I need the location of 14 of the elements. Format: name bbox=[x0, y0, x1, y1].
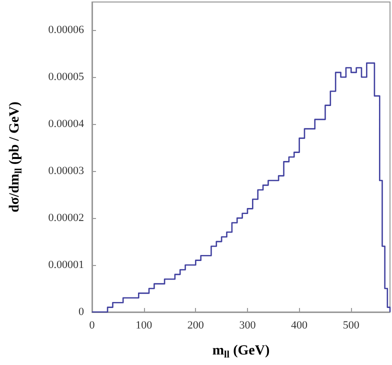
x-tick-label: 300 bbox=[239, 320, 256, 332]
x-tick-label: 400 bbox=[291, 320, 308, 332]
y-tick-label: 0.00004 bbox=[48, 118, 84, 130]
y-tick-label: 0 bbox=[78, 306, 84, 318]
x-tick-label: 100 bbox=[136, 320, 153, 332]
x-tick-label: 0 bbox=[89, 320, 96, 332]
y-tick-label: 0.00001 bbox=[48, 259, 84, 272]
y-axis-title: dσ/dmll (pb / GeV) bbox=[8, 101, 24, 212]
x-tick-label: 200 bbox=[187, 320, 204, 332]
y-tick-label: 0.00005 bbox=[48, 71, 84, 84]
y-tick-label: 0.00003 bbox=[48, 165, 84, 178]
y-tick-label: 0.00002 bbox=[48, 212, 84, 224]
y-tick-label: 0.00006 bbox=[48, 24, 84, 36]
x-tick-label: 500 bbox=[342, 320, 360, 332]
